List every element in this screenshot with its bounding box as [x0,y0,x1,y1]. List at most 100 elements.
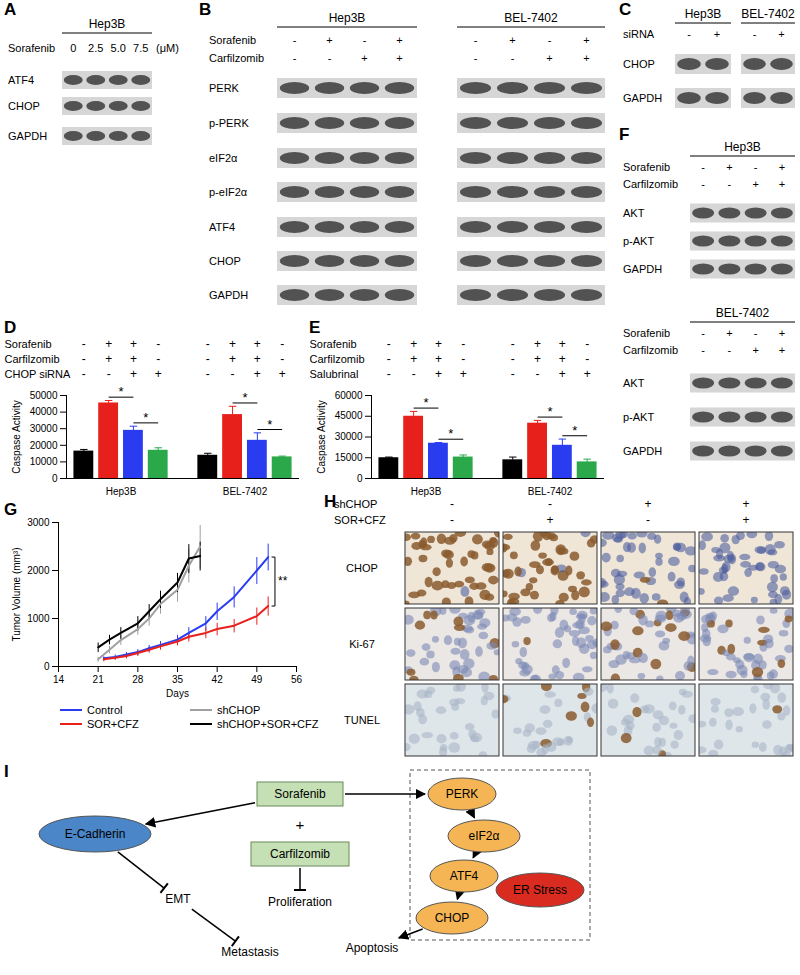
svg-text:PERK: PERK [446,787,479,801]
svg-text:+: + [779,327,785,339]
svg-text:p-AKT: p-AKT [623,411,654,423]
svg-text:*: * [572,423,577,438]
svg-text:Sorafenib: Sorafenib [310,338,357,350]
svg-text:50000: 50000 [30,390,58,401]
svg-text:7.5: 7.5 [133,42,148,54]
svg-text:-: - [231,367,235,381]
svg-text:-: - [387,337,391,351]
svg-text:1000: 1000 [27,613,50,624]
svg-text:+: + [742,497,749,511]
svg-text:-: - [280,352,284,366]
svg-text:*: * [143,410,148,425]
svg-text:30000: 30000 [335,431,363,442]
svg-text:-: - [701,178,705,190]
svg-text:-: - [293,52,297,64]
svg-text:+: + [410,337,417,351]
svg-text:GAPDH: GAPDH [623,263,662,275]
svg-text:CHOP: CHOP [623,58,655,70]
svg-text:-: - [82,337,86,351]
svg-text:40000: 40000 [30,406,58,417]
svg-text:Hep3B: Hep3B [89,17,126,31]
svg-text:+: + [254,367,261,381]
svg-text:PERK: PERK [209,82,240,94]
svg-text:p-PERK: p-PERK [209,117,249,129]
svg-text:-: - [412,367,416,381]
svg-text:+: + [254,352,261,366]
svg-text:+: + [583,52,589,64]
svg-text:-: - [585,337,589,351]
svg-text:+: + [460,367,467,381]
svg-text:-: - [461,337,465,351]
svg-text:-: - [206,352,210,366]
svg-text:+: + [105,337,112,351]
svg-text:EMT: EMT [165,892,191,906]
svg-text:35: 35 [172,674,184,685]
svg-text:-: - [701,344,705,356]
svg-text:+: + [435,337,442,351]
svg-text:GAPDH: GAPDH [623,445,662,457]
svg-text:+: + [509,34,515,46]
svg-text:+: + [435,367,442,381]
svg-text:-: - [156,352,160,366]
svg-text:-: - [461,352,465,366]
svg-text:p-AKT: p-AKT [623,235,654,247]
svg-text:+: + [296,816,305,833]
svg-text:+: + [644,497,651,511]
svg-text:-: - [328,52,332,64]
svg-text:+: + [546,513,553,527]
svg-text:Sorafenib: Sorafenib [209,34,256,46]
svg-text:+: + [435,352,442,366]
svg-text:-: - [450,513,454,527]
svg-text:*: * [448,426,453,441]
svg-text:-: - [156,337,160,351]
svg-text:-: - [511,337,515,351]
svg-text:14: 14 [53,674,65,685]
svg-text:TUNEL: TUNEL [344,714,380,726]
svg-text:28: 28 [132,674,144,685]
svg-text:0: 0 [44,661,50,672]
svg-text:+: + [584,367,591,381]
svg-text:0: 0 [70,42,76,54]
svg-text:42: 42 [212,674,224,685]
svg-text:+: + [779,161,785,173]
svg-text:+: + [742,513,749,527]
svg-text:Sorafenib: Sorafenib [623,327,670,339]
svg-text:+: + [254,337,261,351]
svg-text:Hep3B: Hep3B [685,7,722,21]
svg-text:Hep3B: Hep3B [106,486,137,497]
svg-text:Metastasis: Metastasis [221,945,278,959]
svg-text:+: + [396,52,402,64]
svg-text:ATF4: ATF4 [209,221,235,233]
svg-text:60000: 60000 [335,390,363,401]
svg-text:Caspase Activity: Caspase Activity [316,400,327,473]
svg-text:Days: Days [166,688,189,699]
svg-text:+: + [279,367,286,381]
svg-text:Caspase Activity: Caspase Activity [11,400,22,473]
svg-text:SOR+CFZ: SOR+CFZ [334,514,386,526]
svg-text:Proliferation: Proliferation [268,895,332,909]
svg-text:shCHOP: shCHOP [334,498,377,510]
svg-text:-: - [387,352,391,366]
svg-text:-: - [646,513,650,527]
svg-text:-: - [585,352,589,366]
svg-text:Carfilzomib: Carfilzomib [623,344,678,356]
svg-text:-: - [474,34,478,46]
svg-text:0: 0 [52,473,58,484]
svg-text:Tumor Volume (mm³): Tumor Volume (mm³) [11,547,22,641]
svg-text:-: - [548,34,552,46]
svg-text:-: - [474,52,478,64]
svg-text:(μM): (μM) [156,42,179,54]
svg-text:CHOP: CHOP [435,911,470,925]
svg-text:Carfilzomib: Carfilzomib [310,353,365,365]
svg-text:GAPDH: GAPDH [623,92,662,104]
svg-text:49: 49 [251,674,263,685]
svg-text:-: - [450,497,454,511]
svg-text:+: + [361,52,367,64]
svg-text:2000: 2000 [27,565,50,576]
svg-text:-: - [511,367,515,381]
svg-text:-: - [753,28,757,40]
svg-text:+: + [779,344,785,356]
svg-text:+: + [130,337,137,351]
svg-text:Sorafenib: Sorafenib [5,338,52,350]
svg-text:CHOP: CHOP [8,100,40,112]
